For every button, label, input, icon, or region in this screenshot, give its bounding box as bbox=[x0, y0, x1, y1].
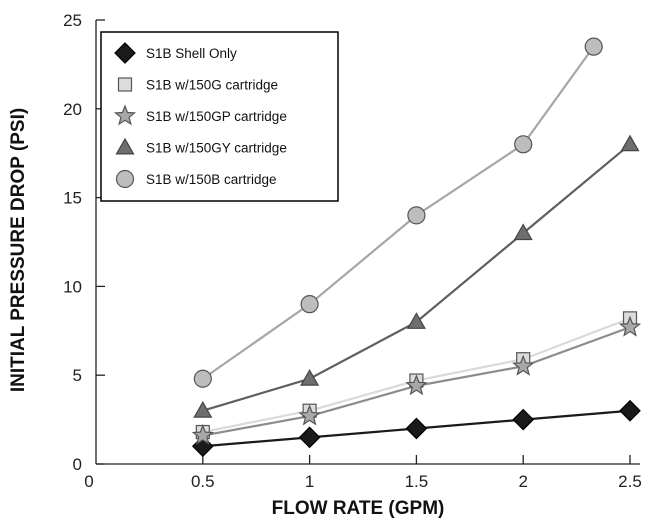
y-tick-label: 20 bbox=[63, 100, 82, 119]
y-tick-label: 25 bbox=[63, 11, 82, 30]
y-ticks: 0 5 10 15 20 25 bbox=[63, 11, 105, 474]
data-point-triangle bbox=[300, 369, 320, 386]
data-point-triangle bbox=[620, 134, 640, 152]
y-axis-title: INITIAL PRESSURE DROP (PSI) bbox=[8, 108, 29, 392]
data-point-circle bbox=[514, 135, 533, 154]
data-point-diamond bbox=[405, 417, 428, 440]
y-tick-label: 10 bbox=[63, 277, 82, 296]
data-point-triangle bbox=[193, 401, 213, 418]
data-point-triangle bbox=[406, 312, 426, 329]
data-point-diamond bbox=[619, 399, 641, 422]
data-point-star bbox=[191, 423, 214, 446]
data-point-star bbox=[405, 374, 428, 396]
data-point-circle bbox=[584, 37, 603, 56]
y-tick-label: 15 bbox=[63, 189, 82, 208]
y-tick-label: 5 bbox=[73, 366, 82, 385]
x-tick-label: 0 bbox=[84, 472, 93, 491]
x-axis-title: FLOW RATE (GPM) bbox=[272, 498, 445, 519]
legend-marker-star bbox=[113, 104, 137, 126]
legend-label: S1B w/150G cartridge bbox=[146, 78, 278, 93]
data-point-circle bbox=[300, 295, 319, 314]
data-point-triangle bbox=[513, 223, 533, 241]
data-point-diamond bbox=[298, 426, 321, 449]
x-tick-label: 1 bbox=[305, 472, 314, 491]
x-ticks: 0 0.5 1 1.5 2 2.5 bbox=[84, 455, 642, 491]
x-tick-label: 2.5 bbox=[618, 472, 642, 491]
data-point-diamond bbox=[512, 408, 535, 431]
y-tick-label: 0 bbox=[73, 455, 82, 474]
legend-label: S1B w/150GY cartridge bbox=[146, 141, 287, 156]
x-tick-label: 2 bbox=[518, 472, 527, 491]
x-tick-label: 0.5 bbox=[191, 472, 215, 491]
x-tick-label: 1.5 bbox=[405, 472, 429, 491]
legend-label: S1B w/150GP cartridge bbox=[146, 109, 287, 124]
legend-marker-diamond bbox=[114, 42, 136, 64]
data-point-star bbox=[618, 315, 642, 337]
data-point-star bbox=[298, 404, 321, 426]
legend-box bbox=[100, 31, 339, 202]
legend: S1B Shell Only S1B w/150G cartridge S1B w/… bbox=[100, 31, 339, 202]
legend-marker-square bbox=[117, 77, 133, 92]
legend-label: S1B Shell Only bbox=[146, 46, 237, 61]
data-point-circle bbox=[407, 206, 426, 225]
data-point-circle bbox=[193, 369, 212, 388]
legend-marker-circle bbox=[115, 169, 135, 189]
axes bbox=[95, 20, 640, 465]
legend-marker-triangle bbox=[115, 137, 135, 155]
series-markers bbox=[191, 37, 642, 458]
legend-label: S1B w/150B cartridge bbox=[146, 172, 277, 187]
data-point-star bbox=[512, 354, 535, 376]
